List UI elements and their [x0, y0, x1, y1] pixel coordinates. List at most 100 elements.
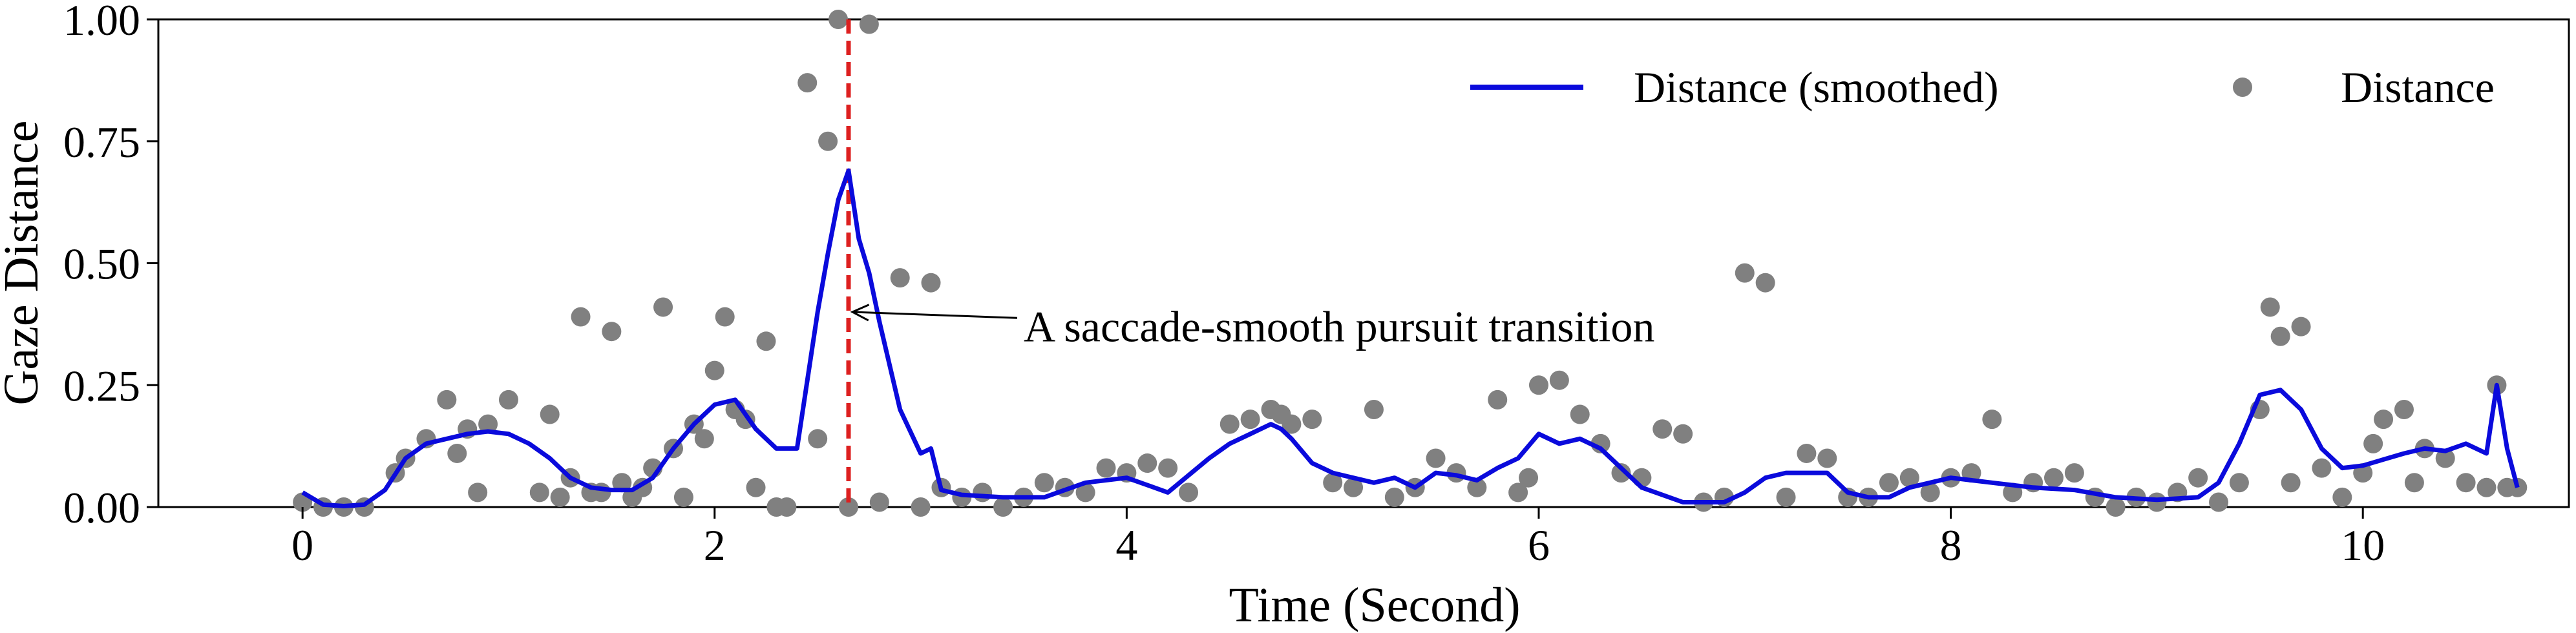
distance-point: [808, 429, 828, 449]
legend-label-smoothed: Distance (smoothed): [1634, 63, 1999, 112]
distance-point: [2291, 316, 2311, 337]
distance-point: [869, 492, 889, 512]
x-tick-label: 6: [1528, 521, 1550, 570]
distance-point: [838, 497, 858, 517]
distance-point: [890, 268, 910, 288]
x-axis-ticks: 0 2 4 6 8 10: [291, 507, 2385, 570]
distance-point: [571, 307, 591, 327]
y-tick-label: 0.25: [63, 361, 140, 410]
scatter-points: [293, 10, 2528, 517]
legend-label-distance: Distance: [2341, 63, 2495, 112]
smoothed-distance-line: [301, 168, 2520, 508]
distance-point: [1508, 483, 1528, 503]
distance-point: [1879, 473, 1899, 493]
distance-point: [2363, 433, 2383, 453]
y-tick-label: 0.50: [63, 240, 140, 289]
distance-point: [1467, 477, 1487, 497]
distance-point: [437, 389, 457, 410]
x-tick-label: 2: [704, 521, 726, 570]
distance-point: [859, 14, 879, 34]
distance-point: [1519, 468, 1539, 488]
annotation-text: A saccade-smooth pursuit transition: [1024, 302, 1654, 351]
distance-point: [2229, 473, 2249, 493]
y-axis-ticks: 0.00 0.25 0.50 0.75 1.00: [63, 0, 158, 532]
smoothed-line-layer: [301, 168, 2520, 508]
distance-point: [818, 131, 838, 151]
legend-marker-swatch: [2233, 78, 2252, 97]
distance-point: [993, 497, 1013, 517]
distance-point: [447, 443, 467, 463]
distance-point: [756, 331, 776, 351]
distance-point: [1426, 448, 1446, 468]
distance-point: [1570, 404, 1590, 424]
distance-point: [1096, 458, 1116, 478]
annotation-arrow-line: [852, 311, 1018, 319]
distance-point: [1611, 463, 1631, 483]
distance-point: [653, 297, 673, 317]
distance-point: [1302, 410, 1322, 430]
distance-point: [2435, 448, 2455, 468]
distance-point: [777, 497, 797, 517]
distance-point: [550, 487, 570, 507]
distance-point: [1755, 273, 1775, 293]
y-tick-label: 0.75: [63, 118, 140, 167]
distance-point: [540, 404, 560, 424]
distance-point: [2476, 477, 2497, 497]
distance-point: [1673, 424, 1693, 444]
distance-point: [2106, 497, 2126, 517]
distance-point: [704, 360, 724, 380]
distance-point: [715, 307, 735, 327]
distance-point: [1179, 483, 1199, 503]
distance-point: [591, 483, 611, 503]
distance-point: [1982, 410, 2002, 430]
distance-point: [602, 322, 622, 342]
distance-point: [1652, 419, 1673, 439]
y-tick-label: 0.00: [63, 483, 140, 532]
distance-point: [498, 389, 518, 410]
distance-point: [921, 273, 941, 293]
distance-point: [468, 483, 488, 503]
x-tick-label: 10: [2341, 521, 2385, 570]
distance-point: [673, 487, 693, 507]
distance-point: [1282, 414, 1302, 434]
x-tick-label: 4: [1115, 521, 1137, 570]
distance-point: [2312, 458, 2332, 478]
x-tick-label: 8: [1940, 521, 1962, 570]
distance-point: [2394, 400, 2414, 419]
x-tick-label: 0: [291, 521, 313, 570]
distance-point: [746, 477, 766, 497]
distance-point: [1034, 473, 1054, 493]
distance-point: [2064, 463, 2084, 483]
distance-point: [1323, 473, 1343, 493]
distance-point: [1364, 400, 1384, 419]
distance-point: [1344, 477, 1364, 497]
distance-point: [911, 497, 931, 517]
annotation: A saccade-smooth pursuit transition: [850, 302, 1654, 351]
distance-point: [478, 414, 498, 434]
distance-point: [612, 473, 632, 493]
annotation-arrow-head: [850, 304, 870, 322]
distance-point: [1158, 458, 1178, 478]
legend: Distance (smoothed) Distance: [1470, 63, 2495, 112]
distance-point: [1549, 370, 1569, 390]
distance-point: [1219, 414, 1240, 434]
distance-point: [2270, 326, 2290, 346]
distance-point: [2332, 487, 2352, 507]
distance-point: [1776, 487, 1796, 507]
distance-point: [1817, 448, 1837, 468]
distance-point: [2147, 492, 2167, 512]
distance-point: [2374, 410, 2394, 430]
y-axis-label: Gaze Distance: [0, 121, 48, 406]
plot-area: A saccade-smooth pursuit transition: [157, 10, 2570, 517]
distance-point: [973, 483, 993, 503]
distance-point: [2209, 492, 2229, 512]
plot-frame: [157, 18, 2570, 508]
distance-point: [2281, 473, 2301, 493]
distance-point: [1797, 443, 1817, 463]
distance-point: [2043, 468, 2064, 488]
distance-point: [1137, 453, 1157, 473]
distance-point: [2456, 473, 2476, 493]
distance-point: [1384, 487, 1404, 507]
distance-point: [1899, 468, 1919, 488]
distance-point: [1920, 483, 1940, 503]
